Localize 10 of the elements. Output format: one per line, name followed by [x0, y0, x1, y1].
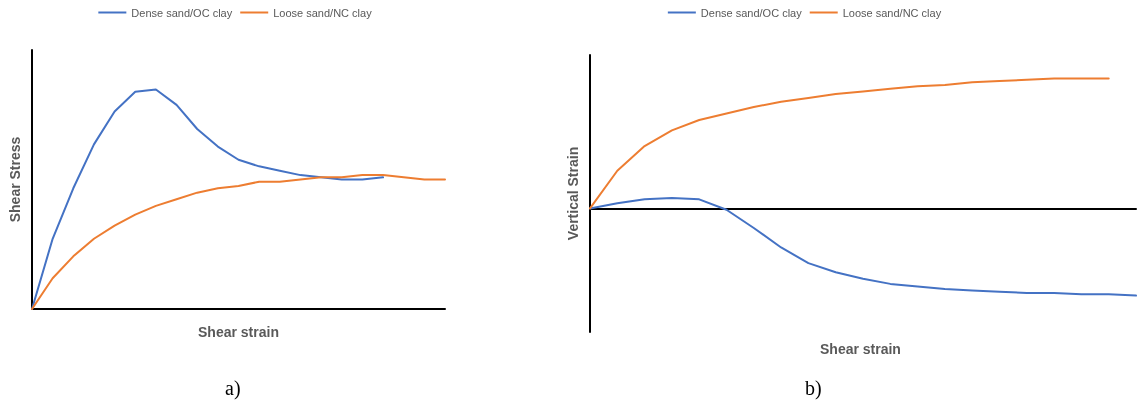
text: a): [225, 377, 241, 400]
text: b): [805, 377, 822, 400]
legend-label: Dense sand/OC clay: [700, 6, 803, 19]
x-axis-title: Shear strain: [820, 341, 901, 357]
y-axis-title: Shear Stress: [7, 136, 23, 223]
y-axis-title: Vertical Strain: [565, 146, 581, 241]
legend-label: Loose sand/NC clay: [842, 6, 942, 19]
legend-label: Loose sand/NC clay: [273, 6, 373, 19]
x-axis-title: Shear strain: [198, 324, 279, 340]
legend-label: Dense sand/OC clay: [131, 6, 233, 19]
